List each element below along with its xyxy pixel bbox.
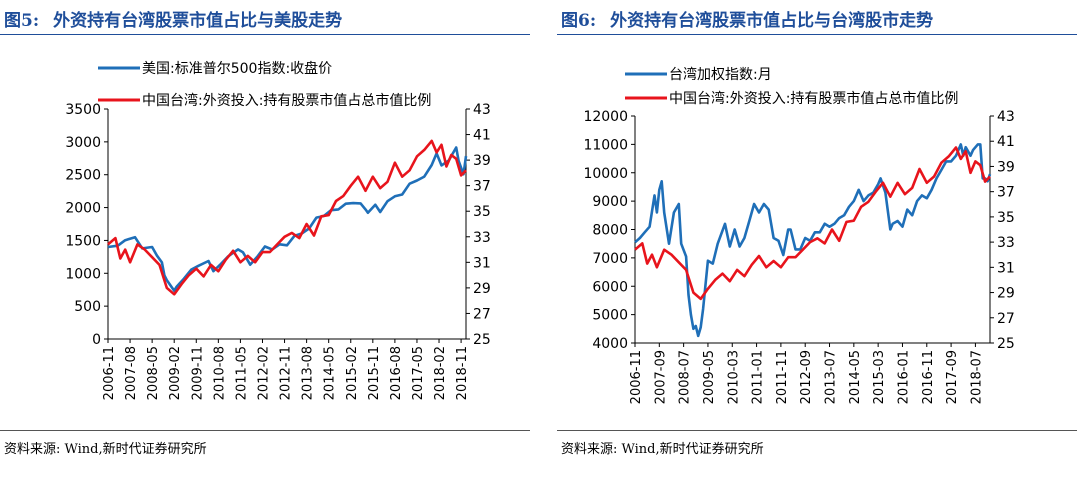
y-right-tick-label: 37 [997,185,1015,201]
x-tick-label: 2006-11 [102,346,117,400]
legend-label: 台湾加权指数:月 [669,66,772,83]
x-tick-label: 2008-07 [678,350,693,404]
figure-title: 图5: 外资持有台湾股票市值占比与美股走势 [4,6,342,31]
x-tick-label: 2018-07 [969,350,984,404]
y-left-tick-label: 1000 [65,266,101,282]
x-tick-label: 2013-07 [824,350,839,404]
x-tick-label: 2007-08 [124,346,139,400]
legend-label: 中国台湾:外资投入:持有股票市值占总市值比例 [669,90,958,107]
y-left-tick-label: 1500 [65,233,101,249]
y-left-tick-label: 4000 [592,336,628,352]
y-right-tick-label: 31 [997,260,1015,276]
x-tick-label: 2014-05 [323,346,338,400]
x-tick-label: 2015-11 [367,346,382,400]
x-tick-label: 2014-05 [848,350,863,404]
x-tick-label: 2009-11 [190,346,205,400]
series-line-red [634,146,991,301]
source-divider [557,430,1077,431]
x-tick-label: 2012-02 [256,346,271,400]
y-right-tick-label: 39 [997,159,1015,175]
legend-label: 美国:标准普尔500指数:收盘价 [142,60,332,77]
x-tick-label: 2018-02 [433,346,448,400]
x-tick-label: 2009-05 [702,350,717,404]
y-right-tick-label: 35 [997,210,1015,226]
figure-number: 图6: [561,11,597,31]
legend-label: 中国台湾:外资投入:持有股票市值占总市值比例 [142,92,431,109]
y-right-tick-label: 27 [473,306,491,322]
y-left-tick-label: 3500 [65,102,101,118]
y-right-tick-label: 33 [997,235,1015,251]
series-line-red [107,139,467,296]
figure-title-text: 外资持有台湾股票市值占比与美股走势 [53,11,343,31]
x-tick-label: 2011-11 [775,350,790,404]
y-left-tick-label: 9000 [592,194,628,210]
x-tick-label: 2009-02 [168,346,183,400]
title-divider [0,34,530,35]
y-right-tick-label: 43 [473,102,491,118]
figure-title: 图6: 外资持有台湾股票市值占比与台湾股市走势 [561,6,933,31]
x-tick-label: 2016-08 [389,346,404,400]
y-left-tick-label: 6000 [592,279,628,295]
figure-number: 图5: [4,11,40,31]
y-left-tick-label: 5000 [592,308,628,324]
y-right-tick-label: 29 [997,286,1015,302]
x-tick-label: 2008-05 [146,346,161,400]
y-right-tick-label: 25 [473,332,491,348]
x-tick-label: 2007-09 [653,350,668,404]
figure-5-chart: 0 500 1000 1500 2000 2500 3000 3500 25 27 29 31 33 35… [65,60,491,400]
figure-5-panel: 图5: 外资持有台湾股票市值占比与美股走势 0 500 1000 1500 2000 250… [0,0,530,483]
x-tick-label: 2015-02 [345,346,360,400]
x-tick-label: 2012-09 [799,350,814,404]
figure-title-text: 外资持有台湾股票市值占比与台湾股市走势 [610,11,934,31]
y-right-tick-label: 43 [997,109,1015,125]
x-tick-label: 2017-05 [411,346,426,400]
y-right-tick-label: 25 [997,336,1015,352]
y-left-tick-label: 10000 [583,166,628,182]
y-right-tick-label: 27 [997,311,1015,327]
y-right-tick-label: 33 [473,230,491,246]
y-left-tick-label: 2500 [65,168,101,184]
y-left-tick-label: 3000 [65,135,101,151]
y-left-tick-label: 500 [74,299,101,315]
y-left-tick-label: 8000 [592,223,628,239]
x-tick-label: 2011-05 [234,346,249,400]
source-note: 资料来源: Wind,新时代证券研究所 [561,442,764,457]
x-tick-label: 2010-03 [726,350,741,404]
y-right-tick-label: 31 [473,255,491,271]
x-tick-label: 2016-01 [896,350,911,404]
y-right-tick-label: 41 [473,128,491,144]
x-tick-label: 2016-11 [921,350,936,404]
y-left-tick-label: 0 [92,332,101,348]
x-tick-label: 2015-03 [872,350,887,404]
y-right-tick-label: 37 [473,179,491,195]
y-right-tick-label: 41 [997,134,1015,150]
y-right-tick-label: 29 [473,281,491,297]
y-right-tick-label: 35 [473,204,491,220]
x-tick-label: 2017-09 [945,350,960,404]
y-right-tick-label: 39 [473,153,491,169]
x-tick-label: 2012-11 [279,346,294,400]
y-left-tick-label: 7000 [592,251,628,267]
source-note: 资料来源: Wind,新时代证券研究所 [4,442,207,457]
x-tick-label: 2013-08 [301,346,316,400]
x-tick-label: 2010-08 [212,346,227,400]
y-left-tick-label: 12000 [583,109,628,125]
title-divider [557,34,1077,35]
x-tick-label: 2018-11 [455,346,470,400]
x-tick-label: 2011-01 [751,350,766,404]
y-left-tick-label: 11000 [583,137,628,153]
figure-6-panel: 图6: 外资持有台湾股票市值占比与台湾股市走势 4000 5000 6000 7000 8… [557,0,1077,483]
y-left-tick-label: 2000 [65,201,101,217]
x-tick-label: 2006-11 [629,350,644,404]
source-divider [0,430,530,431]
figure-6-chart: 4000 5000 6000 7000 8000 9000 10000 11000 12000 2… [583,66,1015,404]
